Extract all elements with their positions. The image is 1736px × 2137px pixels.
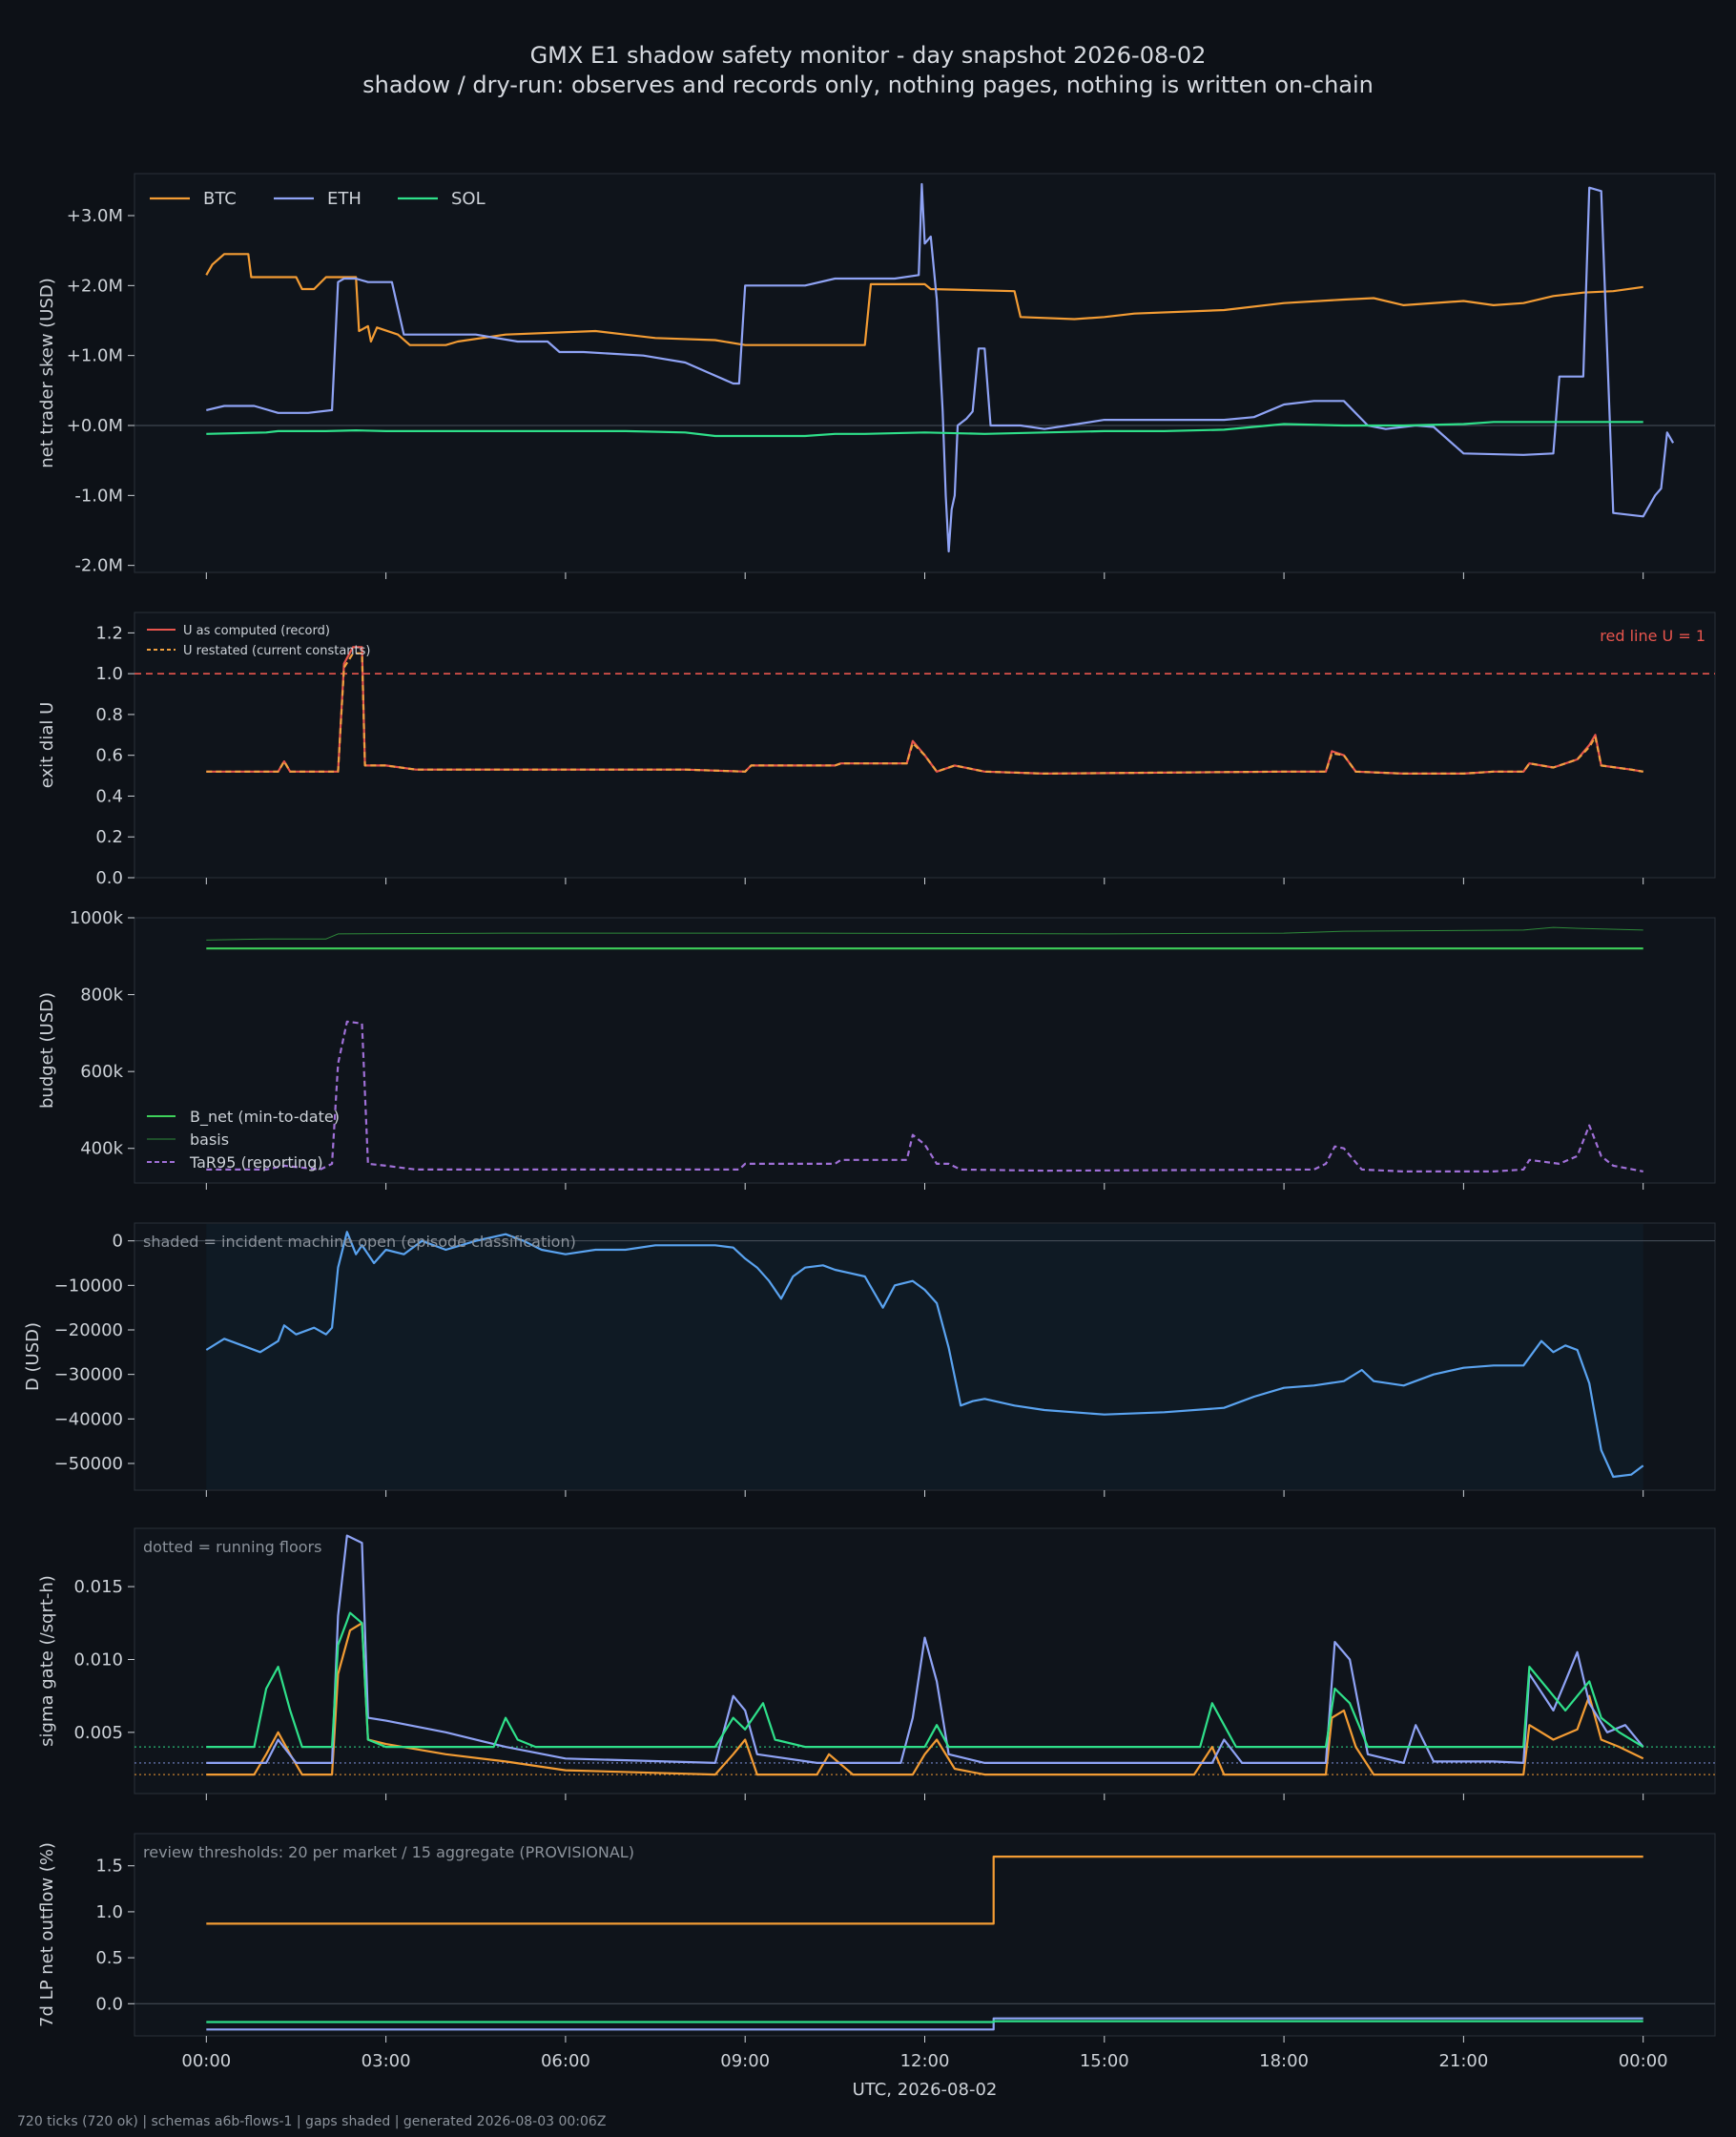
- series-line-sol: [206, 1611, 1644, 1749]
- plot-area: [134, 1833, 1716, 2037]
- y-tick-label: 0.005: [73, 1723, 123, 1743]
- y-axis-label: 7d LP net outflow (%): [37, 1842, 57, 2027]
- red-line-note: red line U = 1: [1600, 627, 1705, 645]
- y-tick-label: +1.0M: [67, 346, 123, 366]
- plot-area: [134, 612, 1716, 879]
- series-line-sol: [206, 421, 1643, 438]
- y-axis-label: net trader skew (USD): [37, 278, 57, 468]
- panel-5: 0.005 0.010 0.015 sigma gate (/sqrt-h) dotte…: [37, 1527, 1716, 1800]
- series-line-tar95: [206, 1020, 1643, 1172]
- y-tick-label: 1.2: [95, 623, 123, 643]
- legend-label: U restated (current constants): [183, 644, 370, 658]
- y-tick-label: 0.4: [95, 786, 123, 806]
- panel-note: review thresholds: 20 per market / 15 ag…: [143, 1843, 634, 1861]
- panel-1: -2.0M -1.0M +0.0M +1.0M +2.0M +3.0M net trader…: [37, 173, 1716, 579]
- y-tick-label: 0.5: [95, 1948, 123, 1968]
- figure-footer: 720 ticks (720 ok) | schemas a6b-flows-1…: [17, 2114, 606, 2129]
- series-line-sol: [206, 2020, 1643, 2023]
- y-tick-label: −20000: [54, 1320, 123, 1340]
- y-tick-label: 0.015: [73, 1577, 123, 1597]
- y-tick-label: 0: [113, 1232, 123, 1252]
- y-tick-label: 0.6: [95, 746, 123, 766]
- legend-label: B_net (min-to-date): [190, 1108, 340, 1127]
- figure-subtitle: shadow / dry-run: observes and records o…: [362, 72, 1374, 98]
- y-tick-label: 600k: [80, 1062, 123, 1082]
- x-tick-label: 00:00: [1619, 2051, 1668, 2071]
- panel-6: 0.0 0.5 1.0 1.5 7d LP net outflow (%) review …: [37, 1833, 1716, 2100]
- x-tick-label: 06:00: [541, 2051, 590, 2071]
- panel-note: shaded = incident machine open (episode …: [143, 1233, 576, 1251]
- x-tick-label: 18:00: [1259, 2051, 1309, 2071]
- plot-area: [134, 917, 1716, 1184]
- y-tick-label: −50000: [54, 1454, 123, 1474]
- y-tick-label: +2.0M: [67, 276, 123, 296]
- legend-label: SOL: [451, 189, 486, 209]
- y-tick-label: 0.8: [95, 705, 123, 725]
- y-tick-label: 800k: [80, 986, 123, 1006]
- x-tick-label: 00:00: [181, 2051, 231, 2071]
- panel-3: 400k 600k 800k 1000k budget (USD) B_net (min-…: [37, 908, 1716, 1190]
- y-tick-label: −10000: [54, 1276, 123, 1296]
- y-tick-label: 0.0: [95, 868, 123, 888]
- legend-label: U as computed (record): [183, 624, 330, 638]
- plot-area: [134, 1527, 1716, 1795]
- legend-label: basis: [190, 1131, 229, 1149]
- y-tick-label: +3.0M: [67, 206, 123, 226]
- y-tick-label: −30000: [54, 1365, 123, 1385]
- y-tick-label: −40000: [54, 1409, 123, 1429]
- x-axis-label: UTC, 2026-08-02: [853, 2080, 998, 2100]
- x-tick-label: 12:00: [900, 2051, 950, 2071]
- legend-label: ETH: [327, 189, 362, 209]
- y-axis-label: D (USD): [23, 1322, 43, 1391]
- panel-note: dotted = running floors: [143, 1538, 321, 1556]
- series-line-u: [206, 652, 1643, 775]
- x-tick-label: 09:00: [720, 2051, 770, 2071]
- y-tick-label: 0.0: [95, 1994, 123, 2014]
- y-axis-label: budget (USD): [37, 992, 57, 1109]
- panels: -2.0M -1.0M +0.0M +1.0M +2.0M +3.0M net trader…: [23, 173, 1716, 2100]
- y-tick-label: 0.010: [73, 1649, 123, 1670]
- x-tick-label: 03:00: [362, 2051, 411, 2071]
- y-axis-label: sigma gate (/sqrt-h): [37, 1575, 57, 1747]
- incident-shade: [206, 1224, 1643, 1489]
- y-tick-label: +0.0M: [67, 416, 123, 436]
- legend-label: BTC: [203, 189, 237, 209]
- series-line-basis: [206, 926, 1643, 941]
- y-tick-label: 1.0: [95, 1902, 123, 1922]
- series-line-btc: [205, 253, 1643, 346]
- x-tick-label: 21:00: [1438, 2051, 1488, 2071]
- panel-4: −50000 −40000 −30000 −20000 −10000 0 D (USD) sh…: [23, 1222, 1716, 1497]
- y-tick-label: 0.2: [95, 827, 123, 847]
- y-tick-label: -1.0M: [74, 486, 123, 506]
- figure-title: GMX E1 shadow safety monitor - day snaps…: [530, 42, 1207, 69]
- y-tick-label: 1.0: [95, 664, 123, 684]
- y-axis-label: exit dial U: [37, 702, 57, 789]
- y-tick-label: -2.0M: [74, 556, 123, 576]
- y-tick-label: 1.5: [95, 1857, 123, 1877]
- series-line-d: [205, 1231, 1644, 1479]
- y-tick-label: 400k: [80, 1139, 123, 1159]
- series-line-eth: [206, 182, 1675, 553]
- panel-2: 0.0 0.2 0.4 0.6 0.8 1.0 1.2 exit dial U U as com…: [37, 612, 1716, 888]
- series-line-eth: [206, 2017, 1643, 2031]
- series-line-btc: [206, 1622, 1644, 1776]
- y-tick-label: 1000k: [70, 908, 124, 928]
- series-line-btc: [206, 1856, 1643, 1925]
- legend-label: TaR95 (reporting): [189, 1153, 323, 1172]
- x-tick-label: 15:00: [1080, 2051, 1129, 2071]
